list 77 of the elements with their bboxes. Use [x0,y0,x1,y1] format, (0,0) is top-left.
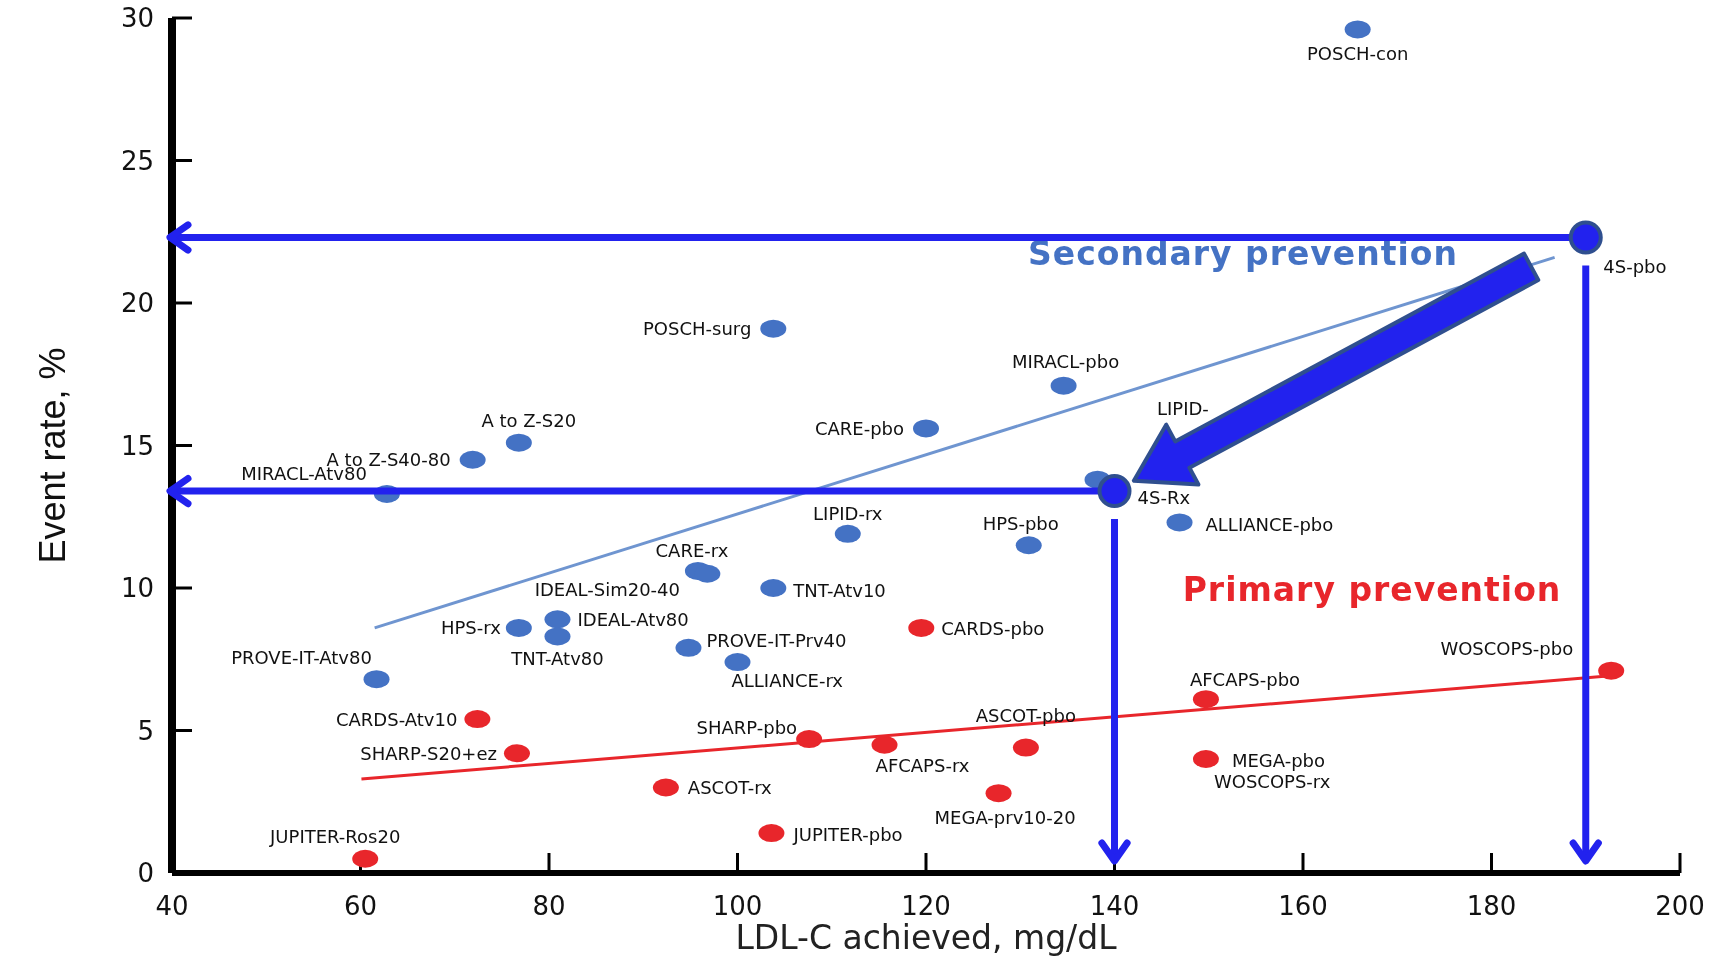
y-tick-label: 30 [120,3,154,34]
annotation: MEGA-prv10-20 [934,806,1076,828]
point [459,450,486,469]
point [834,524,861,543]
y-axis-title: Event rate, % [31,347,73,564]
y-tick-label: 20 [120,288,154,319]
annotation: CARDS-pbo [941,618,1045,640]
annotation: IDEAL-Sim20-40 [534,579,680,601]
annotation: CARE-pbo [814,417,904,439]
y-tick-label: 15 [120,430,154,461]
annotation: HPS-rx [440,617,502,639]
annotation: JUPITER-Ros20 [269,826,401,848]
point [1344,20,1371,39]
annotation: PROVE-IT-Prv40 [706,630,847,652]
annotation: AFCAPS-rx [875,755,970,777]
annotation: WOSCOPS-pbo [1440,638,1574,660]
point [724,653,751,672]
x-tick-label: 180 [1466,891,1517,922]
annotation: POSCH-surg [642,318,752,340]
point [363,670,390,689]
x-tick-label: 60 [343,891,378,922]
x-tick-label: 200 [1655,891,1705,922]
annotation: LIPID-rx [813,503,883,525]
annotation: 4S-Rx [1137,487,1191,509]
annotation: A to Z-S20 [481,410,577,432]
annotation: 4S-pbo [1603,255,1667,277]
point [544,627,571,646]
annotation: HPS-pbo [982,512,1059,534]
annotation: JUPITER-pbo [792,823,903,845]
point [694,564,721,583]
annotation: TNT-Atv80 [510,647,604,669]
annotation: ALLIANCE-pbo [1205,513,1334,535]
point [503,744,530,763]
y-tick-label: 5 [137,715,154,746]
annotation: AFCAPS-pbo [1189,668,1301,690]
annotation: ASCOT-rx [687,777,773,798]
point [985,784,1012,803]
x-tick-label: 80 [532,891,566,922]
annotation: ASCOT-pbo [975,705,1076,727]
point [505,433,532,452]
annotation: SHARP-S20+ez [360,742,497,764]
point [464,710,491,729]
text: Primary prevention [1182,569,1562,609]
text: Secondary prevention [1028,233,1458,273]
annotation: LIPID- [1157,397,1209,419]
point [1598,661,1625,680]
annotation: WOSCOPS-rx [1213,770,1331,792]
annotation: POSCH-con [1306,42,1409,64]
point [544,610,571,629]
annotation: ALLIANCE-rx [731,669,844,691]
annotation: MIRACL-pbo [1011,351,1120,373]
point [1012,738,1039,757]
point [652,778,679,797]
y-tick-label: 25 [120,145,154,176]
annotation: TNT-Atv10 [792,579,886,601]
x-tick-label: 40 [155,891,189,922]
x-tick-label: 160 [1278,891,1328,922]
y-tick-label: 0 [137,858,154,889]
point [758,824,785,843]
point [352,849,379,868]
annotation: PROVE-IT-Atv80 [231,646,372,668]
point [871,735,898,754]
point [1192,690,1219,709]
annotation: CARE-rx [655,540,729,562]
point [913,419,939,438]
point [908,618,935,637]
point [1050,376,1077,395]
annotation: SHARP-pbo [696,716,798,738]
annotation: CARDS-Atv10 [335,708,458,730]
y-tick-label: 10 [120,573,154,604]
point [760,319,787,338]
annotation: IDEAL-Atv80 [577,608,689,630]
point [1166,513,1193,532]
point [1015,536,1042,555]
annotation: MEGA-pbo [1231,749,1326,771]
point [505,618,532,637]
point [675,638,702,657]
